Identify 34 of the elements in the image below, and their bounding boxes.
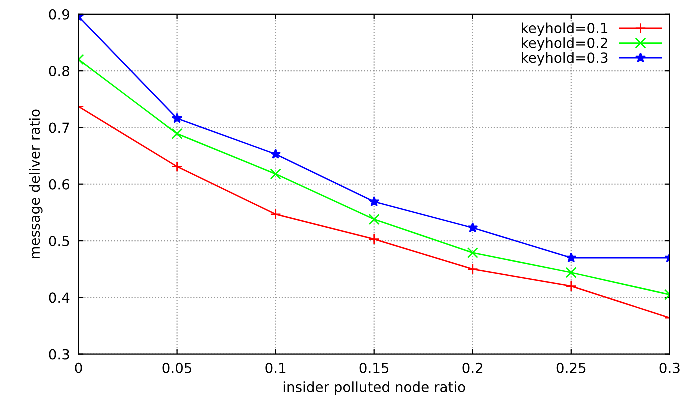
y-tick-label: 0.4 — [49, 292, 70, 304]
point — [566, 252, 577, 263]
point — [467, 264, 478, 275]
point — [468, 222, 478, 233]
point — [369, 196, 380, 207]
x-tick-label: 0.2 — [462, 362, 483, 374]
x-tick-label: 0 — [75, 362, 82, 374]
x-tick-label: 0.3 — [660, 362, 680, 374]
y-tick-label: 0.9 — [49, 9, 70, 20]
y-tick-label: 0.6 — [49, 179, 70, 190]
point — [467, 247, 478, 258]
x-tick-label: 0.15 — [360, 362, 389, 374]
legend-label: keyhold=0.3 — [522, 52, 608, 66]
y-tick-label: 0.3 — [49, 349, 70, 360]
point — [172, 128, 183, 140]
legend-label: keyhold=0.1 — [522, 22, 608, 36]
point — [566, 280, 577, 292]
y-tick-label: 0.7 — [49, 122, 70, 134]
x-tick-label: 0.25 — [556, 362, 586, 374]
point — [566, 267, 577, 278]
y-axis-title: message deliver ratio — [29, 110, 43, 259]
y-tick-label: 0.5 — [49, 236, 70, 246]
y-tick-label: 0.8 — [49, 66, 70, 77]
legend-label: keyhold=0.2 — [522, 38, 608, 52]
point — [270, 148, 282, 159]
point — [368, 234, 380, 245]
x-axis-title: insider polluted node ratio — [284, 382, 466, 396]
x-tick-label: 0.1 — [266, 362, 286, 374]
point — [172, 161, 183, 172]
point — [368, 214, 380, 226]
point — [270, 168, 282, 180]
point — [270, 208, 282, 220]
point — [172, 113, 183, 124]
x-tick-label: 0.05 — [162, 362, 192, 374]
